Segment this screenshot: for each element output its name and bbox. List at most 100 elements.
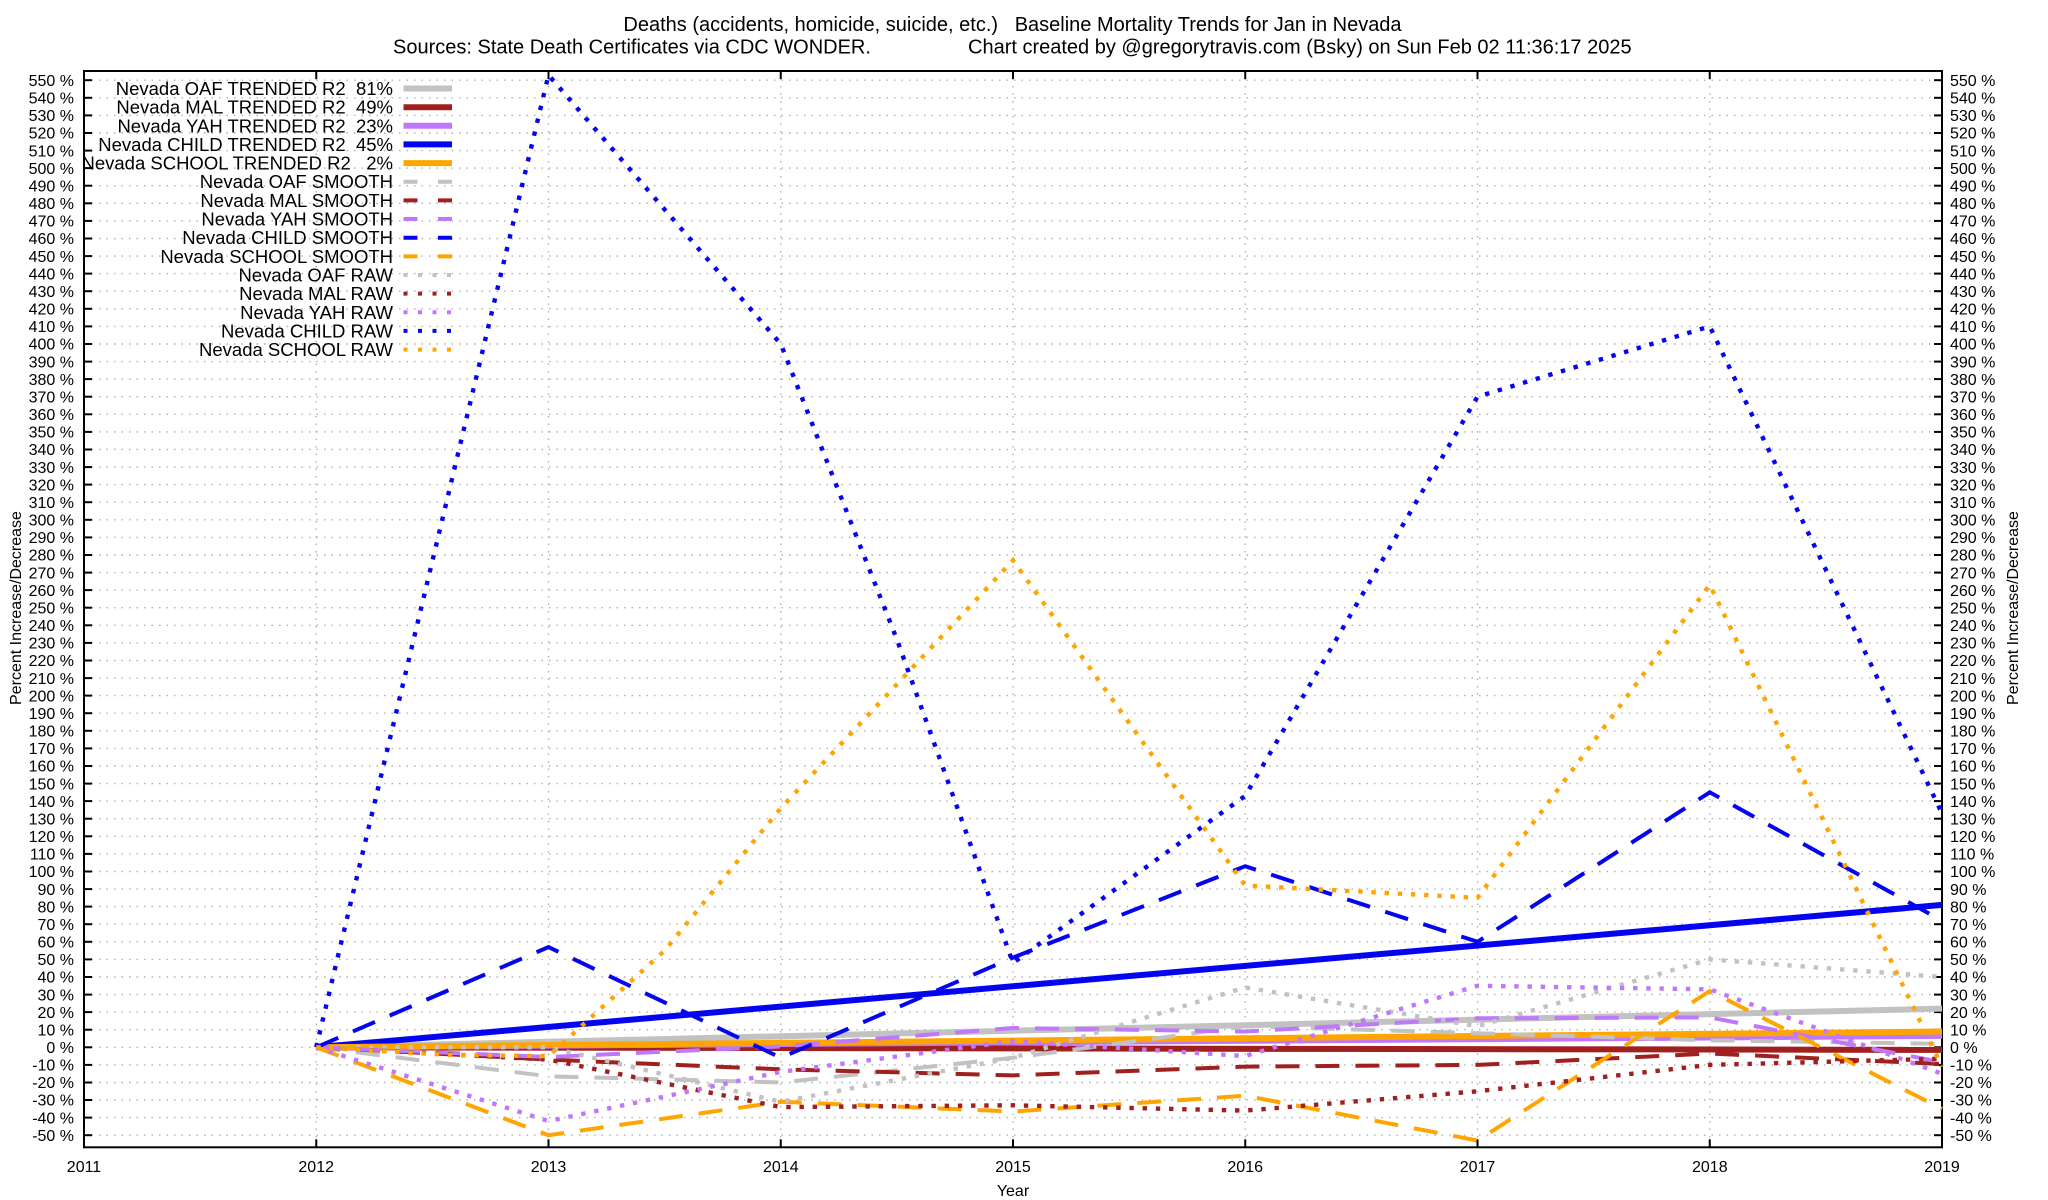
svg-text:500 %: 500 %	[29, 161, 74, 178]
svg-text:Year: Year	[997, 1183, 1030, 1200]
svg-text:20 %: 20 %	[1950, 1005, 1986, 1022]
svg-text:160 %: 160 %	[1950, 759, 1995, 776]
svg-text:380 %: 380 %	[1950, 372, 1995, 389]
svg-text:390 %: 390 %	[1950, 354, 1995, 371]
svg-text:220 %: 220 %	[1950, 653, 1995, 670]
svg-text:210 %: 210 %	[29, 671, 74, 688]
svg-text:30 %: 30 %	[38, 987, 74, 1004]
svg-text:Nevada YAH SMOOTH: Nevada YAH SMOOTH	[201, 209, 393, 230]
svg-text:490 %: 490 %	[1950, 178, 1995, 195]
svg-text:550 %: 550 %	[1950, 73, 1995, 90]
svg-text:170 %: 170 %	[1950, 741, 1995, 758]
svg-text:290 %: 290 %	[29, 530, 74, 547]
svg-text:60 %: 60 %	[1950, 935, 1986, 952]
svg-text:Deaths (accidents, homicide, s: Deaths (accidents, homicide, suicide, et…	[623, 14, 1402, 36]
svg-text:520 %: 520 %	[1950, 126, 1995, 143]
svg-text:350 %: 350 %	[29, 425, 74, 442]
svg-text:2017: 2017	[1460, 1159, 1496, 1176]
svg-text:260 %: 260 %	[1950, 583, 1995, 600]
svg-text:280 %: 280 %	[1950, 548, 1995, 565]
svg-text:490 %: 490 %	[29, 178, 74, 195]
svg-text:180 %: 180 %	[29, 724, 74, 741]
svg-text:190 %: 190 %	[1950, 706, 1995, 723]
svg-text:70 %: 70 %	[38, 917, 74, 934]
svg-text:2014: 2014	[763, 1159, 799, 1176]
svg-text:-10 %: -10 %	[32, 1058, 74, 1075]
svg-text:-40 %: -40 %	[1950, 1110, 1992, 1127]
svg-text:130 %: 130 %	[29, 811, 74, 828]
svg-text:290 %: 290 %	[1950, 530, 1995, 547]
svg-text:150 %: 150 %	[29, 776, 74, 793]
svg-text:Nevada OAF TRENDED R2 81%: Nevada OAF TRENDED R2 81%	[116, 78, 393, 99]
svg-text:410 %: 410 %	[1950, 319, 1995, 336]
svg-text:360 %: 360 %	[29, 407, 74, 424]
svg-text:Nevada OAF SMOOTH: Nevada OAF SMOOTH	[200, 171, 393, 192]
svg-text:430 %: 430 %	[1950, 284, 1995, 301]
svg-text:140 %: 140 %	[29, 794, 74, 811]
svg-text:Nevada MAL RAW: Nevada MAL RAW	[239, 283, 393, 304]
svg-text:530 %: 530 %	[29, 108, 74, 125]
svg-text:80 %: 80 %	[38, 899, 74, 916]
svg-text:310 %: 310 %	[1950, 495, 1995, 512]
svg-text:60 %: 60 %	[38, 935, 74, 952]
svg-text:540 %: 540 %	[1950, 91, 1995, 108]
svg-text:Nevada CHILD TRENDED R2 45%: Nevada CHILD TRENDED R2 45%	[98, 134, 393, 155]
svg-text:370 %: 370 %	[29, 389, 74, 406]
svg-text:410 %: 410 %	[29, 319, 74, 336]
svg-text:-20 %: -20 %	[32, 1075, 74, 1092]
svg-text:370 %: 370 %	[1950, 389, 1995, 406]
svg-text:150 %: 150 %	[1950, 776, 1995, 793]
svg-text:240 %: 240 %	[1950, 618, 1995, 635]
svg-text:450 %: 450 %	[29, 249, 74, 266]
svg-text:440 %: 440 %	[1950, 266, 1995, 283]
svg-text:130 %: 130 %	[1950, 811, 1995, 828]
svg-text:Nevada SCHOOL SMOOTH: Nevada SCHOOL SMOOTH	[160, 246, 393, 267]
svg-text:420 %: 420 %	[1950, 302, 1995, 319]
svg-text:460 %: 460 %	[29, 231, 74, 248]
svg-text:300 %: 300 %	[29, 513, 74, 530]
svg-text:320 %: 320 %	[1950, 477, 1995, 494]
svg-text:350 %: 350 %	[1950, 425, 1995, 442]
svg-text:110 %: 110 %	[1950, 847, 1994, 864]
svg-text:240 %: 240 %	[29, 618, 74, 635]
svg-text:400 %: 400 %	[1950, 337, 1995, 354]
svg-text:Nevada CHILD RAW: Nevada CHILD RAW	[221, 320, 394, 341]
svg-text:2011: 2011	[67, 1159, 102, 1176]
svg-text:Nevada OAF RAW: Nevada OAF RAW	[238, 265, 393, 286]
svg-text:270 %: 270 %	[1950, 565, 1995, 582]
svg-text:Nevada SCHOOL TRENDED R2 2%: Nevada SCHOOL TRENDED R2 2%	[81, 153, 393, 174]
svg-text:120 %: 120 %	[1950, 829, 1995, 846]
svg-text:400 %: 400 %	[29, 337, 74, 354]
svg-text:40 %: 40 %	[38, 970, 74, 987]
svg-text:510 %: 510 %	[29, 143, 74, 160]
svg-text:30 %: 30 %	[1950, 987, 1986, 1004]
svg-text:210 %: 210 %	[1950, 671, 1995, 688]
svg-text:Sources: State Death Certifica: Sources: State Death Certificates via CD…	[393, 37, 871, 59]
svg-text:230 %: 230 %	[29, 636, 74, 653]
svg-text:110 %: 110 %	[30, 847, 74, 864]
svg-text:-40 %: -40 %	[32, 1110, 74, 1127]
svg-text:450 %: 450 %	[1950, 249, 1995, 266]
svg-text:100 %: 100 %	[1950, 864, 1995, 881]
svg-text:340 %: 340 %	[29, 442, 74, 459]
svg-text:Nevada MAL TRENDED R2 49%: Nevada MAL TRENDED R2 49%	[116, 97, 393, 118]
svg-text:2018: 2018	[1692, 1159, 1728, 1176]
svg-text:-50 %: -50 %	[32, 1128, 74, 1145]
svg-text:390 %: 390 %	[29, 354, 74, 371]
svg-text:-20 %: -20 %	[1950, 1075, 1992, 1092]
svg-text:260 %: 260 %	[29, 583, 74, 600]
svg-text:330 %: 330 %	[29, 460, 74, 477]
svg-text:2012: 2012	[298, 1159, 334, 1176]
svg-text:90 %: 90 %	[1950, 882, 1986, 899]
svg-text:480 %: 480 %	[29, 196, 74, 213]
svg-text:Nevada MAL SMOOTH: Nevada MAL SMOOTH	[200, 190, 393, 211]
svg-text:340 %: 340 %	[1950, 442, 1995, 459]
svg-text:80 %: 80 %	[1950, 899, 1986, 916]
svg-text:2016: 2016	[1227, 1159, 1263, 1176]
svg-text:420 %: 420 %	[29, 302, 74, 319]
svg-text:280 %: 280 %	[29, 548, 74, 565]
svg-text:250 %: 250 %	[29, 600, 74, 617]
svg-text:470 %: 470 %	[1950, 214, 1995, 231]
svg-text:500 %: 500 %	[1950, 161, 1995, 178]
svg-text:200 %: 200 %	[1950, 688, 1995, 705]
